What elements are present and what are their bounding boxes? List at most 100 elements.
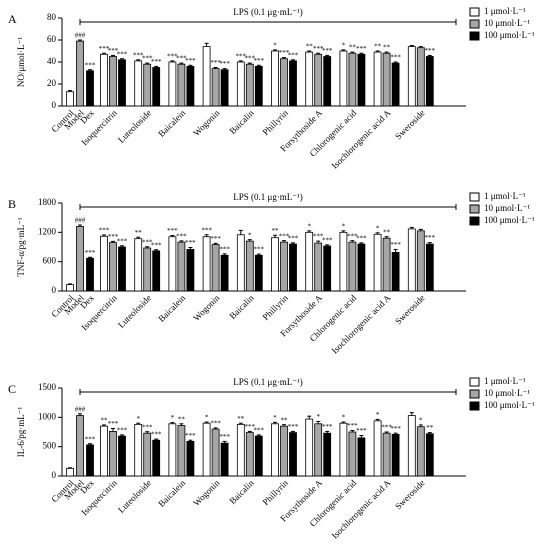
bar [348, 241, 357, 292]
y-axis-label: IL-6/pg·mL⁻¹ [16, 406, 26, 457]
significance: *** [356, 427, 367, 435]
bar [280, 425, 288, 477]
significance: *** [142, 423, 153, 431]
significance: ** [178, 415, 186, 423]
significance: * [419, 417, 423, 425]
legend-swatch [469, 377, 480, 387]
significance: *** [356, 234, 367, 242]
significance: ** [349, 44, 357, 52]
bar [271, 237, 279, 292]
bar [134, 60, 143, 107]
significance: *** [279, 232, 290, 240]
bar [305, 51, 314, 107]
bar [323, 245, 332, 292]
significance: *** [254, 427, 265, 435]
bar [118, 435, 126, 477]
bar [143, 432, 152, 477]
bar [357, 53, 366, 107]
significance: *** [245, 423, 256, 431]
bar [245, 63, 254, 107]
legend-swatch [469, 31, 480, 41]
significance: *** [288, 423, 299, 431]
significance: ### [75, 217, 86, 225]
bar [66, 284, 74, 292]
bar [143, 63, 152, 107]
significance: *** [185, 57, 196, 65]
bar [391, 62, 400, 107]
bar [289, 60, 297, 107]
significance: *** [390, 425, 401, 433]
bar [382, 432, 391, 477]
bar [348, 52, 357, 107]
bar [382, 237, 391, 292]
significance: * [342, 42, 346, 50]
y-tick-label: 1800 [38, 197, 57, 207]
significance: *** [313, 45, 324, 53]
bar [152, 250, 161, 292]
bar [109, 242, 117, 292]
y-tick-label: 500 [43, 441, 57, 451]
significance: *** [185, 432, 196, 440]
x-tick-label: Baicalein [156, 477, 187, 508]
y-tick-label: 1500 [38, 382, 57, 392]
significance: *** [151, 431, 162, 439]
panel-label: C [8, 382, 16, 396]
bar [76, 40, 84, 107]
significance: * [376, 224, 380, 232]
x-tick-label: Phillyrin [261, 477, 291, 507]
bar [152, 439, 161, 477]
bar [211, 68, 220, 107]
y-tick-label: 40 [47, 56, 57, 66]
x-tick-label: Luteoloside [116, 478, 153, 515]
significance: *** [176, 55, 187, 63]
x-tick-label: Baicalin [227, 107, 256, 136]
legend-swatch [469, 19, 480, 29]
significance: * [171, 414, 175, 422]
x-tick-label: Isochlorogenic acid A [330, 107, 393, 170]
bar [220, 254, 229, 292]
bar [425, 243, 434, 292]
bar [168, 236, 177, 292]
significance: *** [176, 232, 187, 240]
significance: *** [425, 47, 436, 55]
significance: * [376, 411, 380, 419]
bar [202, 46, 211, 107]
bar [407, 46, 416, 107]
significance: *** [108, 233, 119, 241]
significance: *** [108, 420, 119, 428]
bar [236, 423, 245, 477]
significance: * [273, 42, 277, 50]
significance: ** [237, 415, 245, 423]
significance: *** [151, 58, 162, 66]
y-tick-label: 0 [52, 285, 57, 295]
significance: *** [313, 233, 324, 241]
significance: *** [142, 238, 153, 246]
y-tick-label: 1200 [38, 226, 57, 236]
bar [280, 241, 288, 292]
bar [177, 425, 186, 477]
significance: *** [117, 427, 128, 435]
bar [152, 67, 161, 107]
bar [186, 440, 195, 477]
bar [339, 422, 348, 477]
x-tick-label: Luteoloside [116, 108, 153, 145]
y-axis-label: TNF-α/pg·mL⁻¹ [16, 217, 26, 276]
legend-label: 10 μmol·L⁻¹ [484, 388, 530, 398]
bar [373, 233, 382, 292]
bar [348, 431, 357, 477]
bar [323, 56, 332, 107]
legend-label: 100 μmol·L⁻¹ [484, 400, 535, 410]
bar [66, 91, 74, 107]
significance: *** [347, 232, 358, 240]
bar [407, 415, 416, 477]
significance: *** [142, 55, 153, 63]
significance: ** [101, 417, 109, 425]
panel-label: B [8, 197, 16, 211]
significance: *** [390, 241, 401, 249]
annotation: LPS (0.1 μg·mL⁻¹) [233, 192, 303, 202]
significance: ** [135, 229, 143, 237]
significance: *** [85, 435, 96, 443]
bar [76, 226, 84, 292]
bar [177, 63, 186, 107]
bar [245, 240, 254, 292]
